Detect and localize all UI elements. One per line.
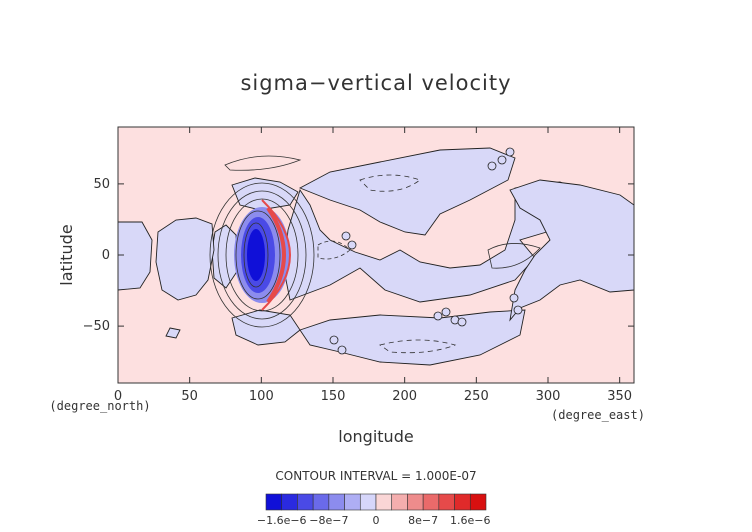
bubble: [329, 335, 339, 345]
y-axis: −50 0 50: [83, 177, 634, 334]
contour-line-dashed: [317, 240, 351, 260]
colorbar: −1.6e−6 −8e−7 0 8e−7 1.6e−6: [257, 493, 491, 527]
region-south-patch: [165, 327, 181, 339]
x-tick-label: 150: [321, 389, 346, 404]
y-axis-title: latitude: [57, 224, 76, 285]
contour-interval: CONTOUR INTERVAL = 1.000E-07: [275, 469, 476, 483]
colorbar-swatch: [281, 493, 298, 511]
colorbar-tick-label: 1.6e−6: [450, 514, 490, 527]
colorbar-swatch: [375, 493, 393, 511]
small-contours: [329, 147, 523, 355]
contour-line: [487, 243, 541, 269]
colorbar-swatch: [265, 493, 283, 511]
bubble: [487, 161, 497, 171]
colorbar-swatch: [359, 493, 377, 511]
colorbar-swatch: [344, 493, 361, 511]
region-far-east: [509, 179, 634, 322]
y-tick-label: 0: [102, 248, 110, 263]
chart-title: sigma−vertical velocity: [240, 71, 511, 95]
colorbar-tick-label: 0: [373, 514, 380, 527]
bubble: [441, 307, 451, 317]
colorbar-swatch: [422, 493, 440, 511]
y-tick-label: −50: [83, 319, 110, 334]
contour-line: [243, 222, 269, 288]
region-western-edge: [118, 221, 153, 291]
x-axis: 0 50 100 150 200 250 300 350: [114, 127, 632, 404]
colorbar-swatch: [454, 493, 471, 511]
bubble: [347, 240, 357, 250]
contour-line-dashed: [359, 174, 421, 192]
bubble: [497, 155, 507, 165]
region-central-east-pacific: [298, 147, 516, 236]
colorbar-tick-label: −1.6e−6: [257, 514, 307, 527]
contour-line: [235, 210, 281, 300]
colorbar-swatch: [391, 493, 408, 511]
colorbar-swatch: [312, 493, 330, 511]
contour-line-dashed: [379, 339, 457, 354]
bubble: [457, 317, 467, 327]
bubble: [341, 231, 351, 241]
region-south-pacific: [283, 181, 601, 303]
bubble: [505, 147, 515, 157]
x-tick-label: 50: [181, 389, 198, 404]
bubble: [433, 311, 443, 321]
bubble: [513, 305, 523, 315]
x-tick-label: 0: [114, 389, 122, 404]
bubble: [509, 293, 519, 303]
x-tick-label: 250: [464, 389, 489, 404]
core-red-arc: [266, 206, 286, 304]
y-tick-label: 50: [93, 177, 110, 192]
contour-lines: [209, 155, 541, 354]
colorbar-swatch: [407, 493, 424, 511]
contour-line: [224, 155, 302, 171]
contour-line: [217, 190, 307, 320]
core-inner-blue: [247, 229, 265, 281]
colorbar-tick-label: −8e−7: [309, 514, 348, 527]
colorbar-tick-label: 8e−7: [408, 514, 438, 527]
x-tick-label: 300: [536, 389, 561, 404]
colorbar-swatch: [297, 493, 314, 511]
x-tick-label: 350: [607, 389, 632, 404]
plot-area: [118, 127, 634, 383]
y-unit-label: (degree_north): [49, 399, 150, 413]
colorbar-swatch: [328, 493, 345, 511]
x-axis-title: longitude: [338, 427, 413, 446]
contour-line: [225, 198, 299, 312]
colorbar-swatch: [438, 493, 455, 511]
x-unit-label: (degree_east): [551, 408, 645, 422]
negative-regions: [118, 147, 634, 366]
x-tick-label: 100: [249, 389, 274, 404]
x-tick-label: 200: [392, 389, 417, 404]
core-red-arc-outer: [261, 199, 291, 311]
colorbar-swatch: [469, 493, 487, 511]
contour-line: [209, 182, 315, 328]
region-west-patch: [155, 217, 215, 301]
bubble: [337, 345, 347, 355]
